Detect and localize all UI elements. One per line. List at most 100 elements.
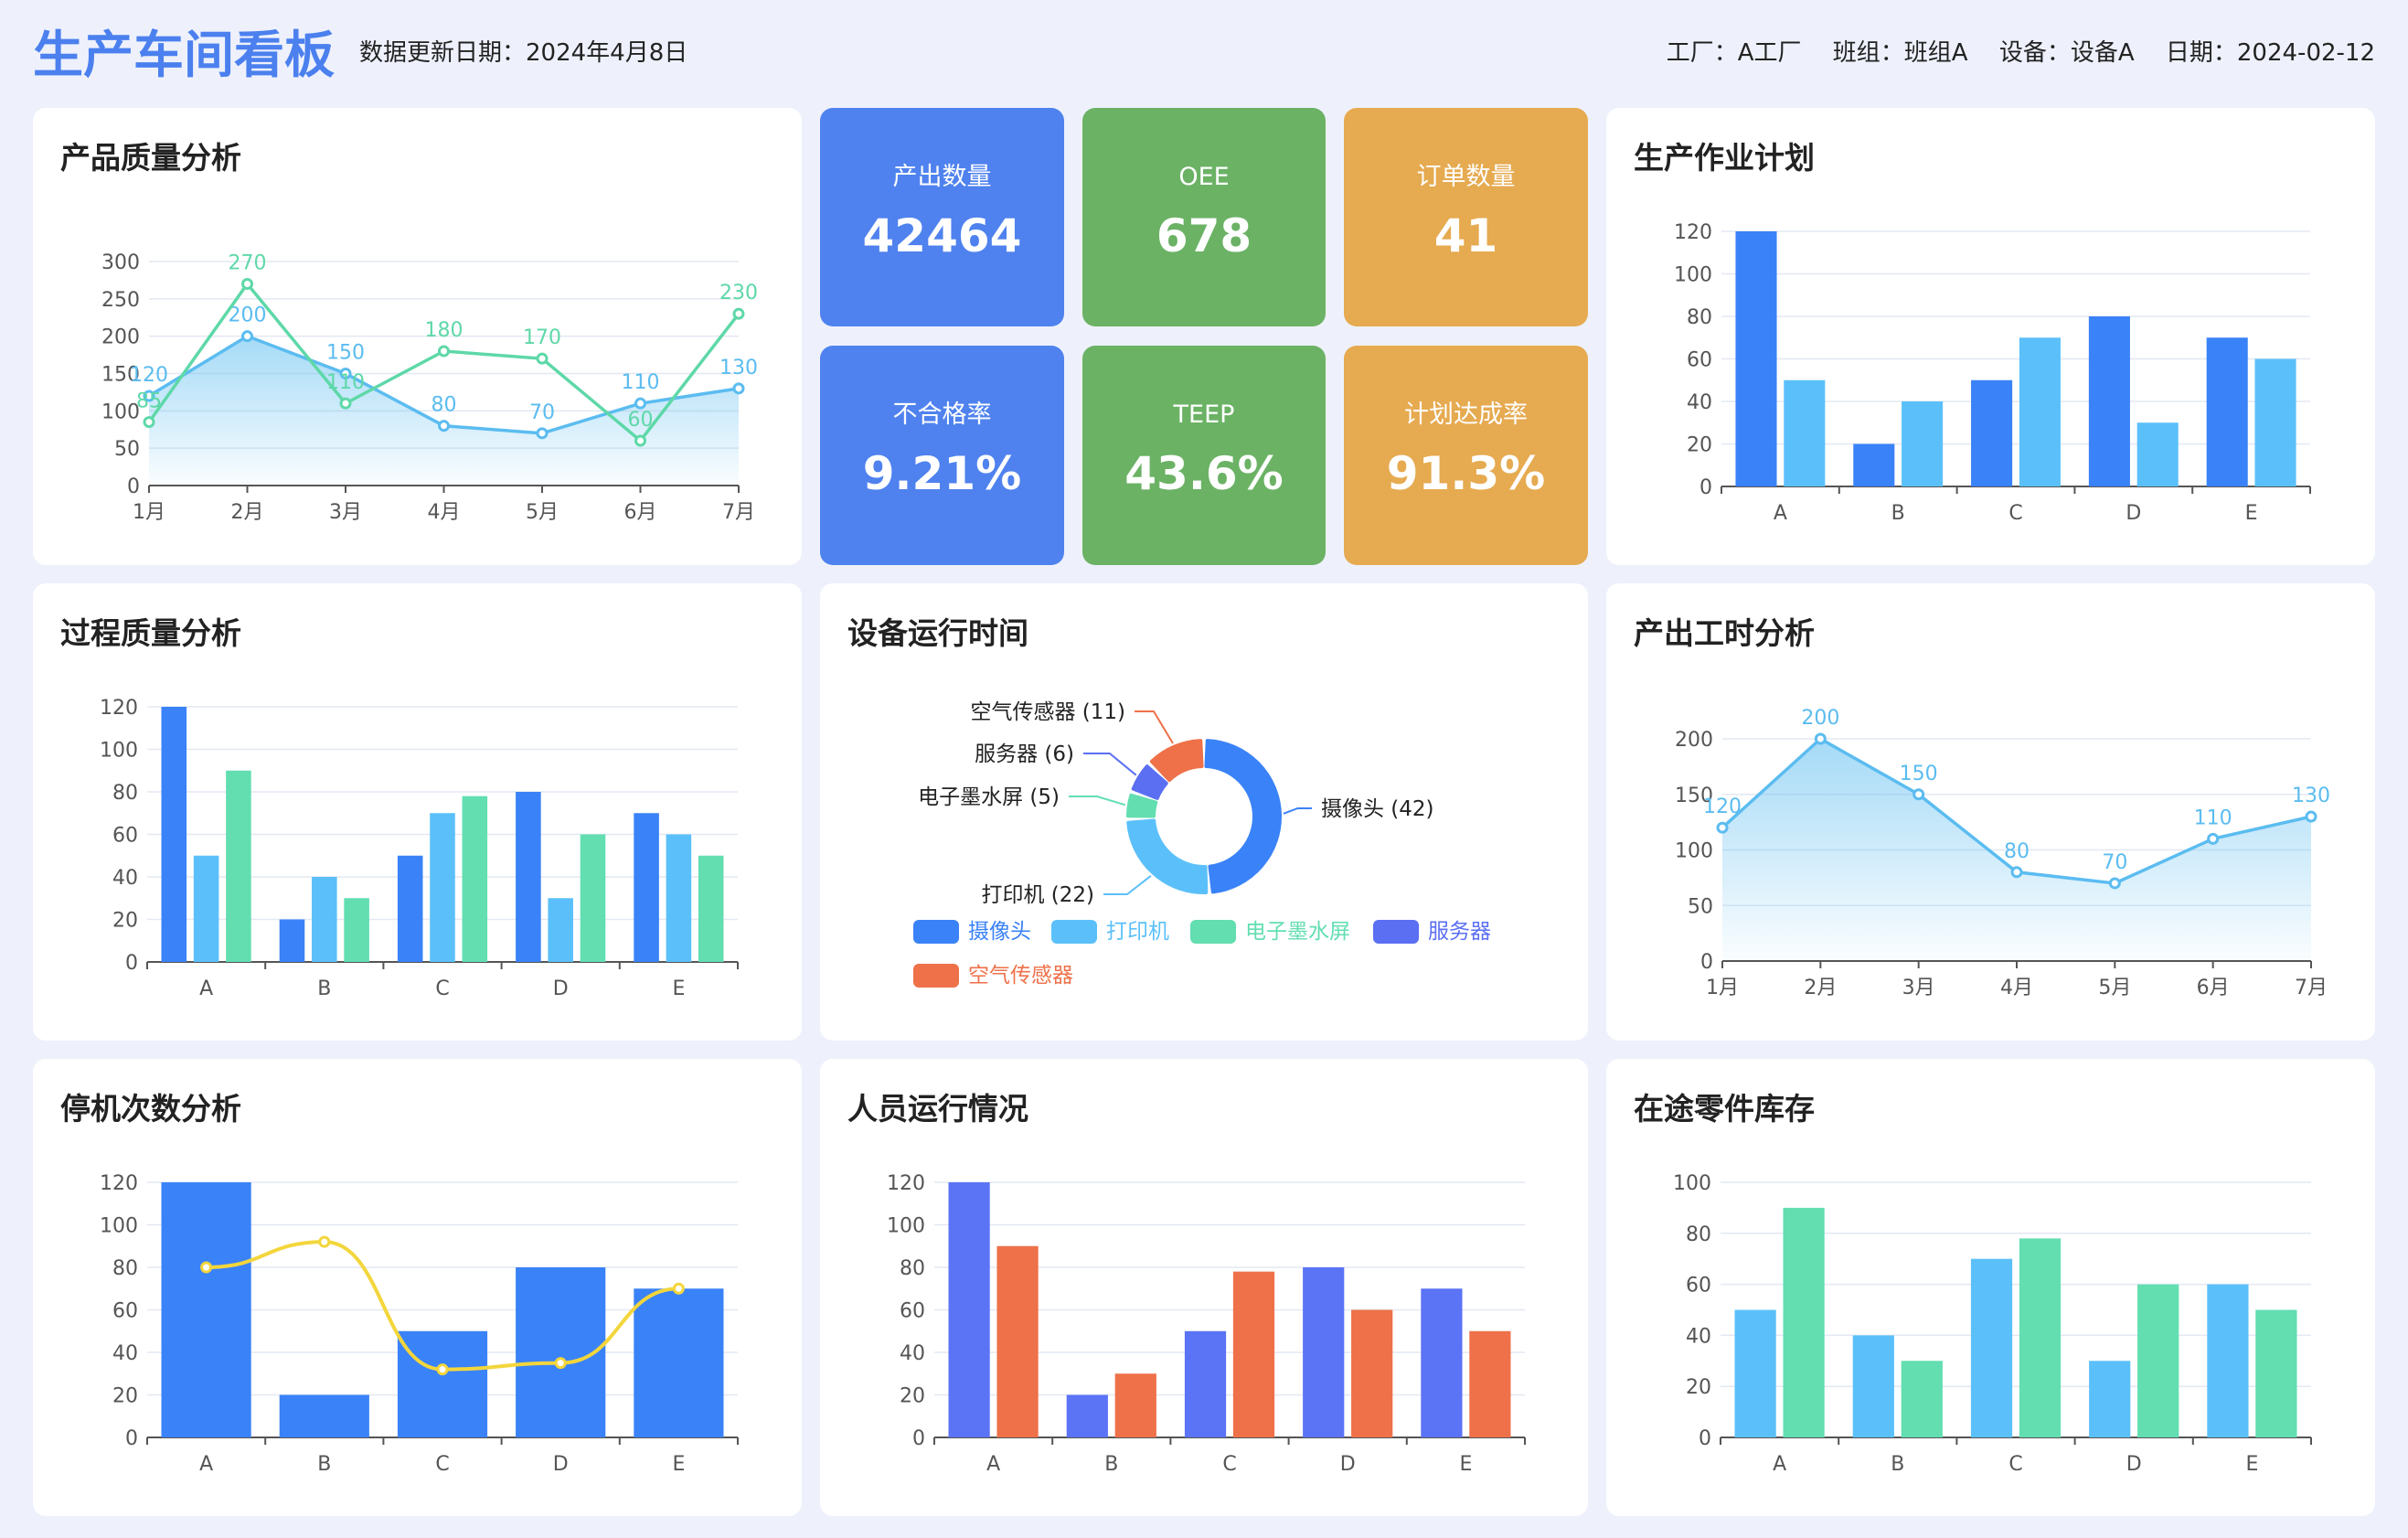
bar (2206, 337, 2248, 486)
y-tick-label: 200 (101, 326, 140, 349)
x-tick-label: 7月 (722, 501, 755, 524)
kpi-value: 41 (1433, 209, 1498, 262)
bar (1734, 1309, 1776, 1437)
bar (1783, 1207, 1825, 1437)
y-tick-label: 100 (887, 1215, 925, 1238)
kpi-order-count: 订单数量 41 (1344, 108, 1588, 326)
y-tick-label: 200 (1675, 729, 1713, 752)
legend-swatch (1190, 920, 1236, 944)
data-point (634, 397, 646, 410)
y-tick-label: 100 (100, 740, 138, 763)
legend-label: 摄像头 (968, 920, 1031, 944)
x-tick-label: C (2008, 502, 2022, 525)
y-tick-label: 80 (1686, 1223, 1711, 1246)
data-point (438, 345, 450, 358)
x-tick-label: B (317, 1453, 331, 1476)
bar (1784, 379, 1826, 486)
y-tick-label: 120 (887, 1172, 925, 1195)
process-quality-chart: 0 20 40 60 80 100 120 A B C D E (100, 697, 739, 1000)
x-tick-label: A (1773, 1453, 1786, 1476)
x-tick-label: B (1891, 502, 1905, 525)
chart-title: 设备运行时间 (847, 615, 1028, 651)
data-label: 70 (2102, 851, 2127, 874)
y-tick-label: 300 (101, 251, 140, 274)
bar (161, 1182, 251, 1437)
bar (1735, 231, 1777, 486)
data-label: 120 (130, 364, 168, 387)
factory-label[interactable]: 工厂：A工厂 (1666, 39, 1802, 67)
x-tick-label: D (2126, 1453, 2142, 1476)
slice-label: 摄像头 (42) (1321, 797, 1434, 821)
chart-card-process-quality: 过程质量分析 0 20 40 60 80 100 120 A B C D E (33, 583, 802, 1041)
pie-slice (1126, 793, 1158, 818)
kpi-label: TEEP (1173, 401, 1235, 429)
legend-label: 空气传感器 (968, 964, 1073, 988)
bar (516, 792, 541, 962)
chart-title: 过程质量分析 (60, 615, 241, 651)
bar (1902, 401, 1944, 486)
y-tick-label: 40 (112, 867, 138, 890)
product-quality-chart: 0 50 100 150 200 250 300 1月 2月 3月 4月 5月 6月 7月 120 200 15… (101, 251, 758, 524)
data-point (634, 434, 646, 447)
x-tick-label: 5月 (2098, 977, 2131, 999)
bar (462, 796, 488, 962)
bar (996, 1245, 1039, 1437)
x-tick-label: 2月 (1804, 977, 1837, 999)
data-label: 150 (326, 342, 365, 365)
data-point (2010, 866, 2023, 879)
y-tick-label: 120 (100, 697, 138, 720)
y-tick-label: 40 (1686, 1325, 1711, 1348)
kpi-teep: TEEP 43.6% (1082, 346, 1326, 565)
bar (2137, 1284, 2179, 1437)
x-tick-label: 5月 (526, 501, 559, 524)
data-label: 70 (529, 401, 555, 424)
bar (193, 855, 219, 962)
y-tick-label: 60 (1686, 1275, 1711, 1298)
x-tick-label: E (2245, 1453, 2258, 1476)
x-tick-label: B (1104, 1453, 1118, 1476)
kpi-value: 9.21% (862, 447, 1022, 500)
y-tick-label: 0 (1699, 476, 1712, 499)
y-tick-label: 100 (1673, 1172, 1711, 1195)
bar (2089, 1361, 2131, 1437)
y-tick-label: 120 (100, 1172, 138, 1195)
bar (2207, 1284, 2249, 1437)
data-point (339, 368, 352, 379)
y-tick-label: 120 (1674, 221, 1712, 244)
bar (1303, 1267, 1345, 1437)
x-tick-label: 1月 (1706, 977, 1739, 999)
x-tick-label: A (199, 1453, 213, 1476)
team-label[interactable]: 班组：班组A (1832, 39, 1968, 67)
y-tick-label: 100 (101, 401, 140, 423)
bar (1469, 1330, 1511, 1437)
data-point (2108, 877, 2121, 890)
leader-line (1103, 875, 1152, 895)
leader-line (1283, 807, 1312, 815)
bar (1184, 1330, 1227, 1437)
kpi-label: 订单数量 (1416, 163, 1516, 191)
date-label[interactable]: 日期：2024-02-12 (2165, 39, 2375, 67)
data-point (2305, 810, 2317, 823)
data-point (241, 278, 253, 290)
data-label: 85 (136, 390, 162, 413)
y-tick-label: 50 (1688, 895, 1713, 918)
bar (430, 813, 455, 962)
bar (634, 813, 659, 962)
bar (548, 898, 573, 962)
bar (312, 877, 337, 962)
x-tick-label: C (435, 977, 449, 1000)
x-tick-label: D (553, 977, 569, 1000)
device-label[interactable]: 设备：设备A (1998, 39, 2135, 67)
kpi-value: 42464 (862, 209, 1022, 262)
leader-line (1135, 710, 1174, 744)
data-label: 150 (1900, 763, 1938, 785)
x-tick-label: E (1459, 1453, 1472, 1476)
bar (1971, 379, 2013, 486)
pie-slice (1204, 739, 1282, 894)
data-point (536, 427, 549, 440)
bar (580, 834, 606, 962)
y-tick-label: 40 (112, 1342, 138, 1365)
data-label: 200 (1801, 707, 1839, 730)
x-tick-label: 3月 (329, 501, 362, 524)
slice-label: 服务器 (6) (975, 742, 1074, 766)
